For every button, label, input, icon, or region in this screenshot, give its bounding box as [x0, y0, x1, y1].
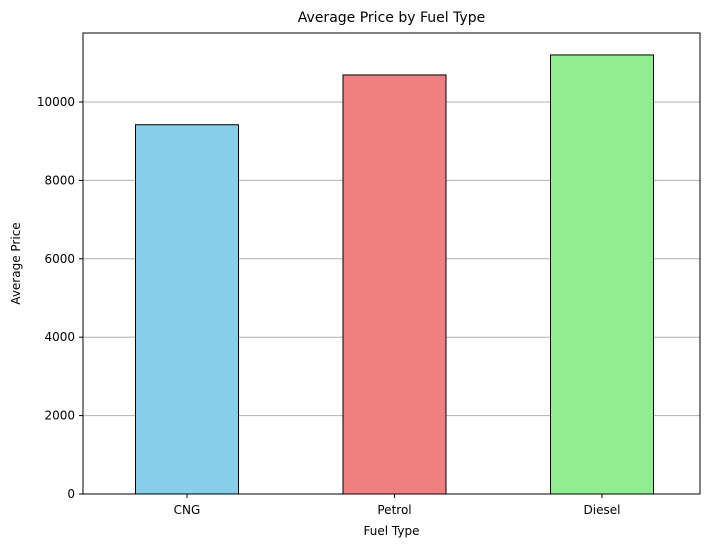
chart-title: Average Price by Fuel Type [298, 10, 485, 26]
x-tick-label: Petrol [377, 503, 411, 517]
bars [135, 54, 654, 495]
y-tick-label: 4000 [44, 330, 75, 344]
y-tick-label: 8000 [44, 173, 75, 187]
x-axis-label: Fuel Type [364, 524, 420, 538]
y-axis-ticks: 0 2000 4000 6000 8000 10000 [37, 95, 83, 501]
x-axis-ticks: CNG Petrol Diesel [174, 494, 621, 517]
y-tick-label: 0 [67, 487, 75, 501]
x-tick-label: Diesel [584, 503, 621, 517]
y-tick-label: 6000 [44, 252, 75, 266]
y-axis-label: Average Price [9, 222, 23, 304]
x-tick-label: CNG [174, 503, 201, 517]
bar-diesel [550, 54, 654, 495]
plot-frame [82, 32, 701, 495]
bar-cng [135, 124, 239, 495]
y-tick-label: 2000 [44, 409, 75, 423]
y-tick-label: 10000 [37, 95, 75, 109]
bar-petrol [342, 74, 447, 495]
